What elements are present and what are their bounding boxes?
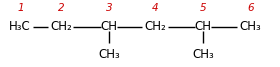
- Text: CH₃: CH₃: [98, 48, 120, 61]
- Text: 2: 2: [58, 3, 65, 13]
- Text: CH₂: CH₂: [144, 20, 166, 33]
- Text: CH₃: CH₃: [240, 20, 262, 33]
- Text: 1: 1: [18, 3, 24, 13]
- Text: H₃C: H₃C: [9, 20, 31, 33]
- Text: 6: 6: [247, 3, 254, 13]
- Text: CH₂: CH₂: [51, 20, 73, 33]
- Text: 4: 4: [152, 3, 159, 13]
- Text: CH₃: CH₃: [192, 48, 214, 61]
- Text: 3: 3: [106, 3, 113, 13]
- Text: 5: 5: [200, 3, 206, 13]
- Text: CH: CH: [101, 20, 118, 33]
- Text: CH: CH: [195, 20, 211, 33]
